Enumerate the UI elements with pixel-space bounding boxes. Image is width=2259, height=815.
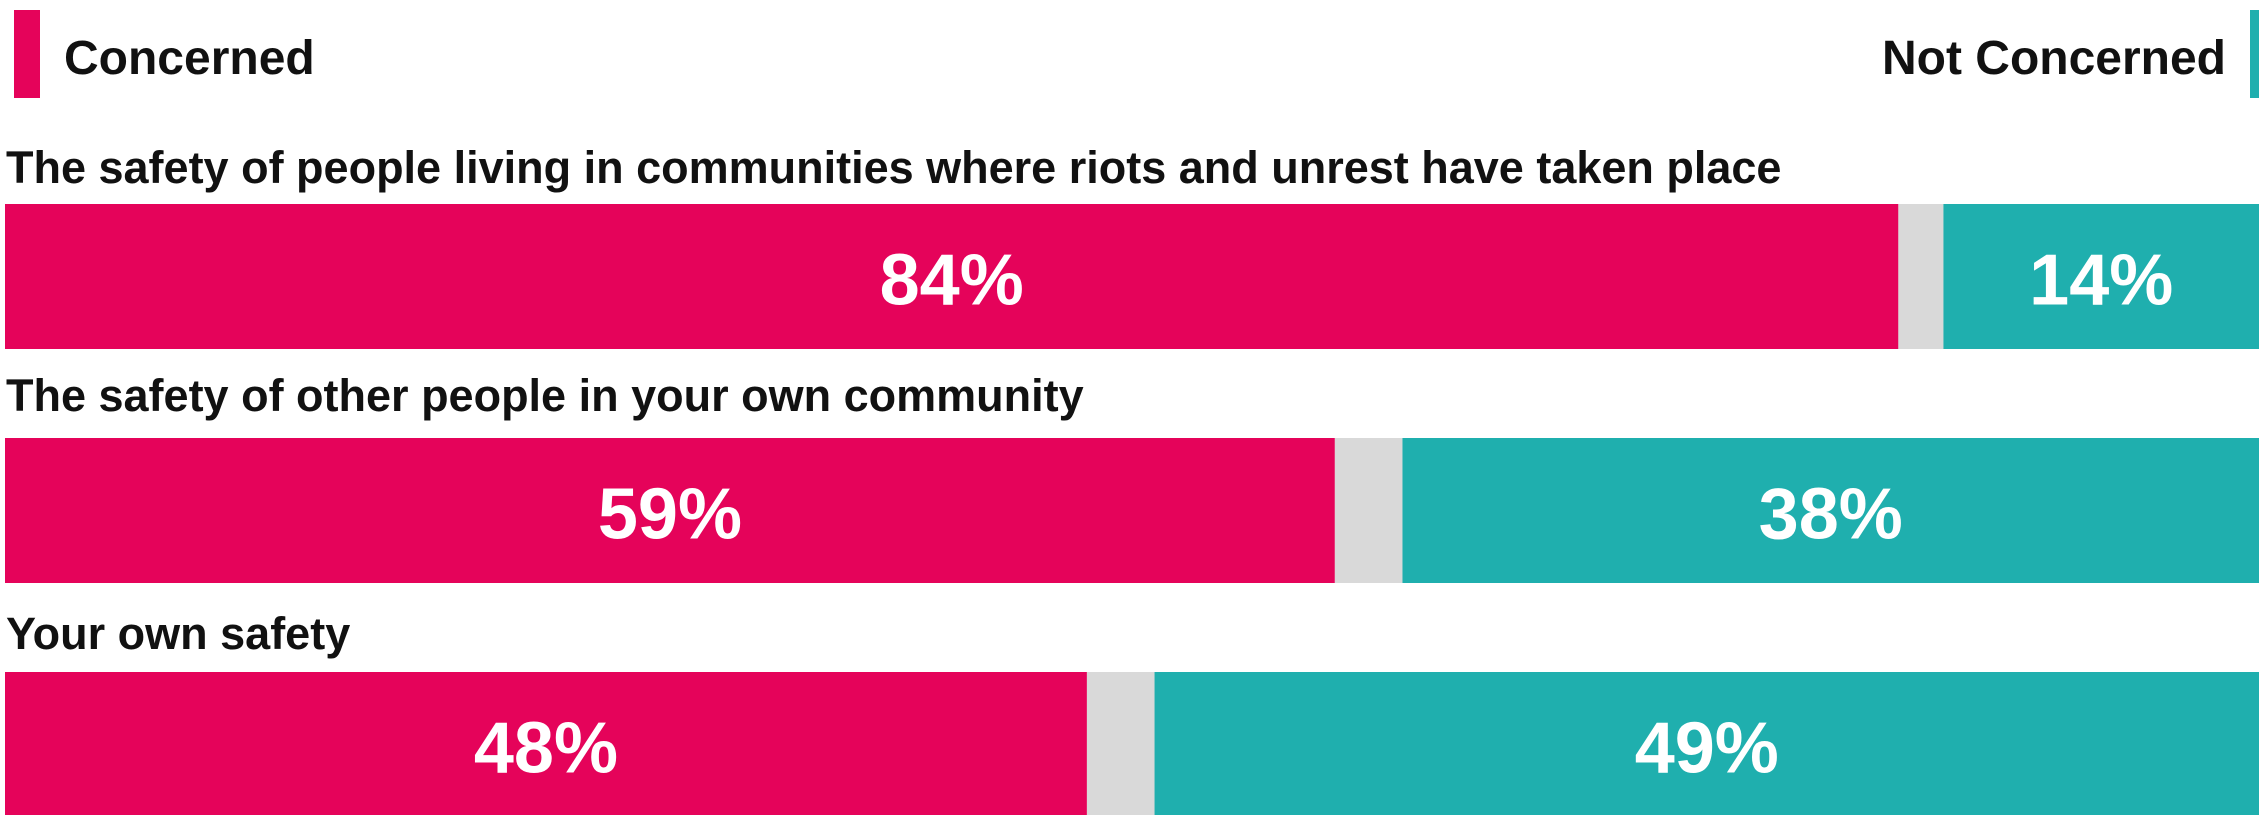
bar-concerned — [5, 204, 1899, 349]
legend-label-concerned: Concerned — [64, 32, 315, 85]
bar-not-concerned — [1943, 204, 2259, 349]
data-label-not-concerned: 49% — [1635, 709, 1779, 789]
bar-concerned — [5, 672, 1087, 815]
category-label: The safety of people living in communiti… — [6, 142, 1781, 193]
legend-swatch-not-concerned — [2250, 10, 2259, 98]
data-label-not-concerned: 14% — [2029, 241, 2173, 321]
bar-remainder — [1086, 672, 1155, 815]
bar-row: Your own safety 48% 49% — [5, 608, 2259, 815]
data-label-not-concerned: 38% — [1759, 475, 1903, 555]
bar-not-concerned — [1154, 672, 2259, 815]
bar-remainder — [1898, 204, 1944, 349]
bar-concerned — [5, 438, 1335, 583]
legend-swatch-concerned — [14, 10, 40, 98]
category-label: The safety of other people in your own c… — [6, 370, 1084, 421]
bar-not-concerned — [1402, 438, 2259, 583]
legend: Concerned Not Concerned — [14, 10, 2259, 98]
bar-remainder — [1334, 438, 1403, 583]
data-label-concerned: 48% — [474, 709, 618, 789]
data-label-concerned: 84% — [880, 241, 1024, 321]
data-label-concerned: 59% — [598, 475, 742, 555]
category-label: Your own safety — [6, 608, 350, 659]
legend-label-not-concerned: Not Concerned — [1882, 32, 2226, 85]
bar-row: The safety of other people in your own c… — [5, 370, 2259, 583]
bar-row: The safety of people living in communiti… — [5, 142, 2259, 349]
